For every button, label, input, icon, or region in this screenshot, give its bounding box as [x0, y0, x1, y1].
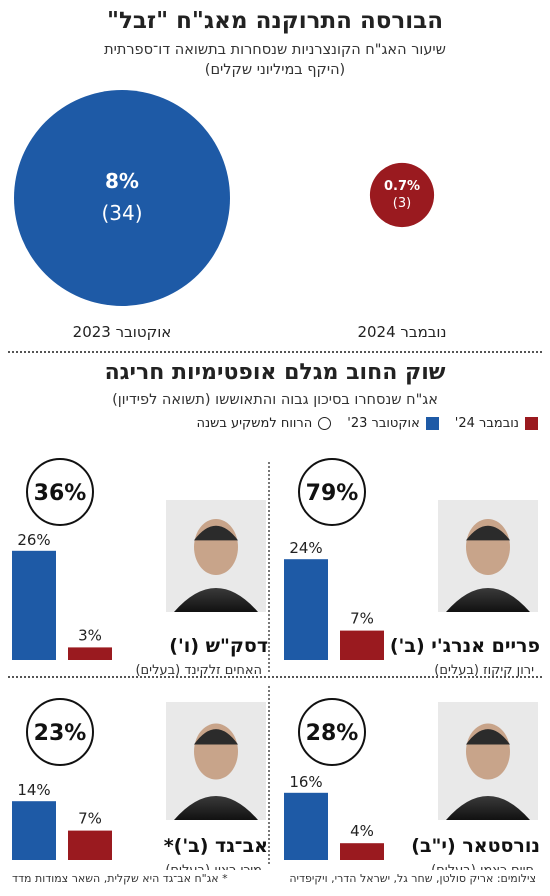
gain-circle-1	[26, 458, 94, 526]
bar-nov24-2	[340, 843, 384, 860]
panel-divider-vertical-top	[268, 462, 270, 672]
photo-hair-0	[466, 525, 510, 541]
panel-divider-vertical-bottom	[268, 686, 270, 864]
bars-title: שוק החוב מגלם אופטימיות חריגה	[104, 360, 446, 385]
owner-name-2: חיים כצמן (בעלים)	[431, 863, 534, 870]
owner-name-0: ירון קיקוז (בעלים)	[434, 663, 534, 678]
bar-oct23-label-1: 26%	[17, 531, 50, 549]
bar-nov24-label-3: 7%	[78, 810, 102, 828]
bar-oct23-label-2: 16%	[289, 773, 322, 791]
photo-credits: צילומים: אריק סולטן, שחר גל, ישראל הדרי,…	[289, 872, 536, 885]
bubble-category-label-0: אוקטובר 2023	[73, 323, 172, 341]
owner-name-3: מיכי רצון (בעלים)	[165, 863, 262, 870]
photo-suit-3	[174, 796, 258, 820]
company-name-0: פריים אנרג'י (ב')	[390, 635, 540, 657]
top-subtitle-units: (היקף במיליוני שקלים)	[204, 62, 346, 78]
top-title: הבורסה התרוקנה מאג"ח "זבל"	[106, 8, 443, 34]
bar-panels: 24% 7% 79% פריים אנרג'י (ב') ירון קיקוז (בעל…	[12, 458, 540, 870]
panel-3: 14% 7% 23% אב־גד (ב')* מיכי רצון (בעלים)	[12, 698, 268, 870]
owner-photo-3	[166, 702, 266, 820]
bar-nov24-label-1: 3%	[78, 626, 102, 644]
bar-nov24-3	[68, 830, 112, 860]
legend-swatch-oct23	[425, 417, 439, 430]
legend-swatch-nov24	[525, 417, 538, 430]
owner-photo-1	[166, 500, 266, 612]
bubble-0	[14, 90, 230, 306]
owner-photo-0	[438, 500, 538, 612]
bar-oct23-label-3: 14%	[17, 781, 50, 799]
photo-suit-2	[446, 796, 530, 820]
owner-photo-2	[438, 702, 538, 820]
legend-label-gain: הרווח למשקיע בשנה	[196, 416, 313, 431]
bar-nov24-1	[68, 647, 112, 660]
bubble-value-label-0: 8%	[105, 169, 139, 193]
company-name-1: דסק"ש (ו')	[169, 635, 268, 657]
bubble-category-label-1: נובמבר 2024	[357, 323, 446, 341]
panel-0: 24% 7% 79% פריים אנרג'י (ב') ירון קיקוז (בעל…	[284, 458, 540, 678]
gain-label-0: 79%	[306, 481, 359, 506]
section-divider	[8, 351, 542, 353]
panel-2: 16% 4% 28% נורסטאר (י"ב) חיים כצמן (בעלים)	[284, 698, 540, 870]
photo-hair-3	[194, 729, 238, 745]
panel-1: 26% 3% 36% דסק"ש (ו') האחים זלקינד (בעלים)	[12, 458, 268, 678]
footnote: * אג"ח אב־גד היא שקלית, השאר צמודות מדד	[12, 872, 228, 885]
photo-suit-0	[446, 588, 530, 612]
panel-divider	[8, 676, 542, 678]
bubble-volume-label-1: (3)	[393, 196, 411, 211]
gain-label-3: 23%	[34, 721, 87, 746]
bars-subtitle: אג"ח שנסחרו בסיכון גבוה והתאוששו (תשואה …	[112, 392, 438, 408]
photo-hair-2	[466, 729, 510, 745]
bar-oct23-0	[284, 559, 328, 660]
company-name-2: נורסטאר (י"ב)	[411, 835, 540, 857]
legend-label-oct23: אוקטובר 23'	[347, 416, 420, 431]
bubble-chart: 8% (34) אוקטובר 2023 0.7% (3) נובמבר 2024	[14, 90, 447, 341]
legend-item-oct23: אוקטובר 23'	[347, 416, 439, 431]
photo-suit-1	[174, 588, 258, 612]
bar-oct23-1	[12, 550, 56, 660]
bubble-value-label-1: 0.7%	[384, 179, 420, 194]
legend-item-gain: הרווח למשקיע בשנה	[196, 416, 332, 431]
legend: נובמבר 24' אוקטובר 23' הרווח למשקיע בשנה	[196, 416, 538, 431]
bar-oct23-label-0: 24%	[289, 539, 322, 557]
bar-oct23-3	[12, 801, 56, 860]
photo-hair-1	[194, 525, 238, 541]
owner-name-1: האחים זלקינד (בעלים)	[135, 663, 262, 678]
gain-circle-3	[26, 698, 94, 766]
top-subtitle: שיעור האג"ח הקונצרניות שנסחרות בתשואה דו…	[104, 42, 446, 58]
bubble-1	[369, 162, 435, 228]
legend-circle-gain	[318, 417, 332, 430]
bubble-volume-label-0: (34)	[101, 201, 142, 225]
bar-oct23-2	[284, 792, 328, 860]
gain-circle-0	[298, 458, 366, 526]
legend-label-nov24: נובמבר 24'	[454, 416, 519, 431]
bar-nov24-label-0: 7%	[350, 610, 374, 628]
gain-circle-2	[298, 698, 366, 766]
gain-label-1: 36%	[34, 481, 87, 506]
bar-nov24-0	[340, 630, 384, 660]
legend-item-nov24: נובמבר 24'	[455, 416, 538, 431]
gain-label-2: 28%	[306, 721, 359, 746]
company-name-3: אב־גד (ב')*	[164, 835, 268, 857]
bar-nov24-label-2: 4%	[350, 822, 374, 840]
